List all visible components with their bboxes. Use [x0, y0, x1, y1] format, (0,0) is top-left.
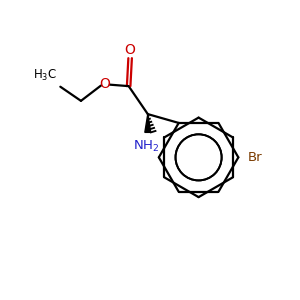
Polygon shape [145, 114, 151, 132]
Text: H$_3$C: H$_3$C [33, 68, 57, 83]
Text: Br: Br [248, 151, 263, 164]
Text: O: O [99, 77, 110, 91]
Text: NH$_2$: NH$_2$ [133, 139, 160, 154]
Text: O: O [125, 43, 136, 57]
